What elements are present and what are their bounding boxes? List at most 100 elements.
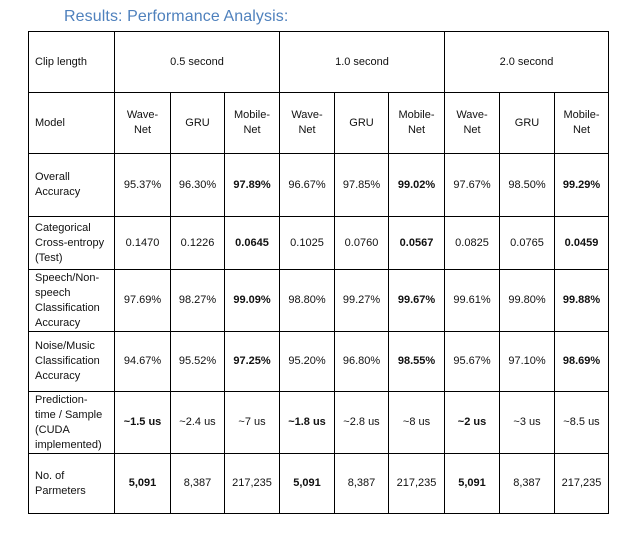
table-cell: ~2.4 us: [170, 391, 225, 454]
header-row-clip-length: Clip length 0.5 second 1.0 second 2.0 se…: [28, 31, 609, 93]
table-cell: 0.0567: [388, 216, 445, 270]
model-name-line: GRU: [185, 116, 210, 129]
table-cell: 96.30%: [170, 153, 225, 217]
table-cell: 217,235: [388, 453, 445, 514]
table-cell: 97.10%: [499, 331, 555, 392]
clip-length-header: 2.0 second: [444, 31, 609, 93]
table-cell: 98.55%: [388, 331, 445, 392]
table-cell: 97.69%: [114, 269, 171, 332]
model-name-line: Wave-: [456, 109, 488, 121]
table-cell: 98.50%: [499, 153, 555, 217]
results-table-body: Clip length 0.5 second 1.0 second 2.0 se…: [28, 31, 609, 514]
table-cell: 97.67%: [444, 153, 500, 217]
model-header: GRU: [334, 92, 389, 154]
row-label-line: No. of: [35, 469, 65, 482]
table-cell: 98.80%: [279, 269, 335, 332]
table-cell: ~3 us: [499, 391, 555, 454]
model-name-line: Net: [407, 124, 426, 136]
table-cell: ~7 us: [224, 391, 280, 454]
row-label-line: Speech/Non-: [35, 271, 100, 284]
table-cell: 217,235: [554, 453, 609, 514]
table-cell: 0.1025: [279, 216, 335, 270]
model-name-line: Mobile-: [398, 109, 435, 121]
clip-length-header: 1.0 second: [279, 31, 445, 93]
table-cell: 0.0645: [224, 216, 280, 270]
model-name-line: Mobile-: [563, 109, 600, 121]
row-label: Overall Accuracy: [28, 153, 115, 217]
table-cell: 8,387: [499, 453, 555, 514]
model-name-line: GRU: [514, 116, 540, 129]
model-header: Wave- Net: [279, 92, 335, 154]
table-cell: 97.85%: [334, 153, 389, 217]
model-header: Mobile- Net: [224, 92, 280, 154]
model-name-line: Wave-: [291, 109, 323, 121]
model-name-line: Net: [572, 124, 591, 136]
row-label-line: Classification: [35, 301, 100, 314]
table-cell: 0.0825: [444, 216, 500, 270]
table-cell: 99.80%: [499, 269, 555, 332]
table-cell: 0.0765: [499, 216, 555, 270]
row-label-line: speech: [35, 286, 71, 299]
table-cell: 99.27%: [334, 269, 389, 332]
table-row: No. of Parmeters 5,091 8,387 217,235 5,091 8,3…: [28, 453, 609, 514]
model-name-line: Mobile-: [233, 109, 271, 121]
model-header: Mobile- Net: [554, 92, 609, 154]
table-cell: 0.1470: [114, 216, 171, 270]
table-cell: 0.1226: [170, 216, 225, 270]
table-cell: 96.67%: [279, 153, 335, 217]
row-label-line: Accuracy: [35, 316, 81, 329]
table-cell: 95.37%: [114, 153, 171, 217]
row-label-line: Prediction-: [35, 393, 88, 406]
row-label: Speech/Non-speech Classification Accuracy: [28, 269, 115, 332]
row-label: Noise/Music Classification Accuracy: [28, 331, 115, 392]
table-cell: 97.25%: [224, 331, 280, 392]
table-cell: 8,387: [334, 453, 389, 514]
table-cell: 97.89%: [224, 153, 280, 217]
table-cell: 95.67%: [444, 331, 500, 392]
row-label-line: Categorical: [35, 221, 91, 234]
model-header: GRU: [170, 92, 225, 154]
model-name-line: GRU: [349, 116, 374, 129]
model-header: Wave- Net: [444, 92, 500, 154]
table-row: Overall Accuracy 95.37% 96.30% 97.89% 96.67% 9…: [28, 153, 609, 217]
table-cell: ~8 us: [388, 391, 445, 454]
table-cell: 95.20%: [279, 331, 335, 392]
table-cell: 99.67%: [388, 269, 445, 332]
row-label: No. of Parmeters: [28, 453, 115, 514]
table-cell: 0.0459: [554, 216, 609, 270]
clip-length-header: 0.5 second: [114, 31, 280, 93]
table-cell: 96.80%: [334, 331, 389, 392]
row-label-line: Overall: [35, 171, 70, 183]
model-name-line: Net: [463, 124, 481, 136]
model-header: GRU: [499, 92, 555, 154]
clip-length-label: Clip length: [28, 31, 115, 93]
page-title: Results: Performance Analysis:: [64, 8, 289, 25]
table-cell: ~2 us: [444, 391, 500, 454]
table-cell: 99.09%: [224, 269, 280, 332]
row-label-line: Cross-entropy: [35, 236, 105, 249]
model-name-line: Net: [243, 124, 261, 136]
table-cell: 217,235: [224, 453, 280, 514]
table-cell: 95.52%: [170, 331, 225, 392]
table-cell: 98.69%: [554, 331, 609, 392]
model-name-line: Net: [133, 124, 152, 136]
row-label-line: (CUDA: [35, 423, 70, 436]
table-cell: ~1.5 us: [114, 391, 171, 454]
row-label-line: Noise/Music: [35, 340, 95, 352]
table-cell: 5,091: [279, 453, 335, 514]
model-label: Model: [28, 92, 115, 154]
row-label-line: (Test): [35, 251, 63, 264]
table-cell: ~8.5 us: [554, 391, 609, 454]
row-label-line: implemented): [35, 438, 102, 451]
table-cell: 98.27%: [170, 269, 225, 332]
row-label-line: Accuracy: [35, 186, 81, 198]
row-label-line: Classification: [35, 355, 100, 367]
table-cell: 94.67%: [114, 331, 171, 392]
table-cell: ~1.8 us: [279, 391, 335, 454]
row-label-line: Parmeters: [35, 484, 86, 497]
table-cell: 99.61%: [444, 269, 500, 332]
table-cell: 99.88%: [554, 269, 609, 332]
table-row: Noise/Music Classification Accuracy 94.67% 9…: [28, 331, 609, 392]
table-cell: 8,387: [170, 453, 225, 514]
row-label: Categorical Cross-entropy (Test): [28, 216, 115, 270]
